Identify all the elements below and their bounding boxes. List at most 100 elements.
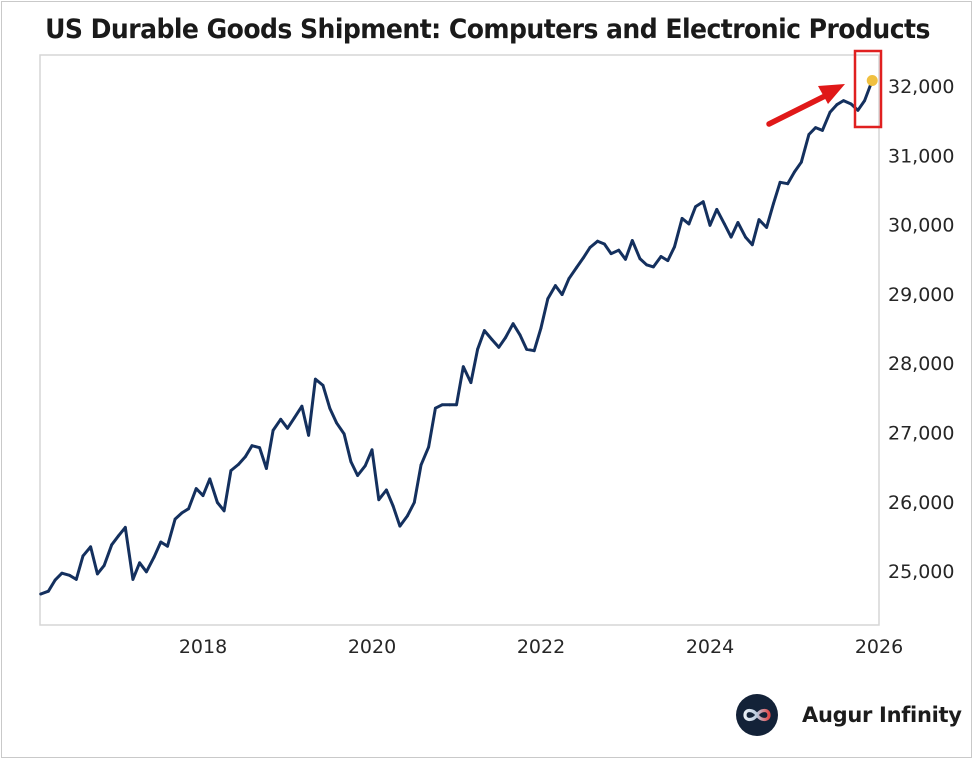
- data-point: [356, 474, 359, 477]
- data-point: [250, 444, 254, 448]
- data-point: [243, 455, 247, 459]
- data-point: [455, 403, 458, 407]
- data-point: [440, 403, 444, 407]
- data-point: [377, 498, 381, 502]
- data-point: [194, 487, 198, 490]
- data-point: [292, 416, 296, 420]
- highlight-box: [853, 49, 883, 129]
- data-point: [117, 534, 120, 538]
- data-point: [532, 349, 536, 353]
- data-point: [518, 333, 522, 337]
- y-tick-label: 25,000: [888, 561, 954, 583]
- data-point: [575, 266, 578, 269]
- data-point: [645, 263, 648, 267]
- data-point: [786, 182, 790, 186]
- data-point: [567, 277, 571, 281]
- data-point: [53, 578, 57, 582]
- data-point: [286, 426, 289, 430]
- data-point: [680, 217, 684, 220]
- data-point: [412, 501, 416, 504]
- data-point: [131, 578, 135, 581]
- data-point: [89, 545, 92, 549]
- data-point: [560, 293, 564, 296]
- y-axis: 25,000 26,000 27,000 28,000 29,000 30,000 31,0…: [888, 76, 954, 583]
- data-point: [314, 377, 317, 381]
- data-point: [821, 129, 824, 132]
- x-tick-label: 2026: [855, 636, 903, 658]
- data-point: [279, 417, 283, 421]
- data-point: [265, 467, 268, 470]
- data-point: [842, 99, 845, 102]
- data-point: [708, 223, 712, 227]
- data-point: [638, 257, 642, 260]
- data-point: [736, 221, 740, 224]
- data-point: [490, 338, 494, 341]
- data-point: [476, 347, 479, 351]
- data-point: [624, 257, 627, 261]
- infinity-icon: [736, 694, 778, 736]
- y-tick-label: 31,000: [888, 145, 954, 167]
- x-tick-label: 2024: [686, 636, 734, 658]
- data-point: [511, 322, 515, 326]
- data-point: [659, 255, 663, 258]
- data-point: [406, 514, 409, 518]
- data-point: [469, 381, 473, 384]
- data-point: [47, 589, 50, 593]
- data-point: [180, 511, 184, 515]
- data-point: [828, 110, 832, 114]
- plot-area: [39, 54, 880, 626]
- data-point: [687, 222, 691, 226]
- data-point: [539, 326, 543, 330]
- data-point: [723, 222, 726, 226]
- data-point: [750, 243, 754, 247]
- chart-title: US Durable Goods Shipment: Computers and…: [45, 14, 930, 45]
- data-point: [216, 501, 219, 504]
- x-tick-label: 2022: [517, 636, 565, 658]
- y-tick-label: 32,000: [888, 76, 954, 98]
- y-tick-label: 27,000: [888, 423, 954, 445]
- data-point: [398, 524, 402, 528]
- x-axis: 2018 2020 2022 2024 2026: [179, 636, 903, 658]
- data-point: [187, 507, 191, 511]
- data-point: [448, 403, 452, 407]
- data-point: [222, 509, 226, 513]
- data-point: [778, 180, 782, 184]
- data-point: [666, 259, 670, 262]
- data-point: [68, 573, 71, 577]
- data-point: [546, 297, 550, 301]
- data-point: [701, 200, 705, 204]
- data-point: [271, 429, 275, 432]
- data-point: [793, 170, 796, 174]
- data-point: [630, 239, 634, 242]
- data-point: [504, 336, 507, 339]
- y-tick-label: 30,000: [888, 215, 954, 237]
- data-point: [391, 504, 395, 508]
- data-point: [483, 329, 486, 332]
- data-point: [554, 284, 557, 287]
- y-tick-label: 26,000: [888, 492, 954, 514]
- data-point: [237, 463, 240, 466]
- data-point: [715, 208, 719, 211]
- data-point: [328, 406, 332, 410]
- data-point: [39, 592, 43, 596]
- data-point: [342, 432, 346, 436]
- data-point: [609, 252, 613, 256]
- data-point: [856, 108, 860, 112]
- data-point: [807, 133, 811, 136]
- data-point: [863, 99, 866, 102]
- data-point: [229, 469, 233, 472]
- data-point: [596, 239, 599, 243]
- data-point: [96, 572, 99, 576]
- data-point: [849, 102, 853, 106]
- data-point: [617, 248, 621, 252]
- latest-point-marker: [866, 74, 878, 86]
- data-point: [772, 202, 775, 206]
- data-point: [814, 126, 817, 129]
- annotation-arrow: [766, 84, 845, 127]
- data-point: [110, 543, 114, 547]
- data-point: [427, 445, 430, 449]
- data-point: [349, 460, 353, 463]
- brand: Augur Infinity: [736, 694, 962, 736]
